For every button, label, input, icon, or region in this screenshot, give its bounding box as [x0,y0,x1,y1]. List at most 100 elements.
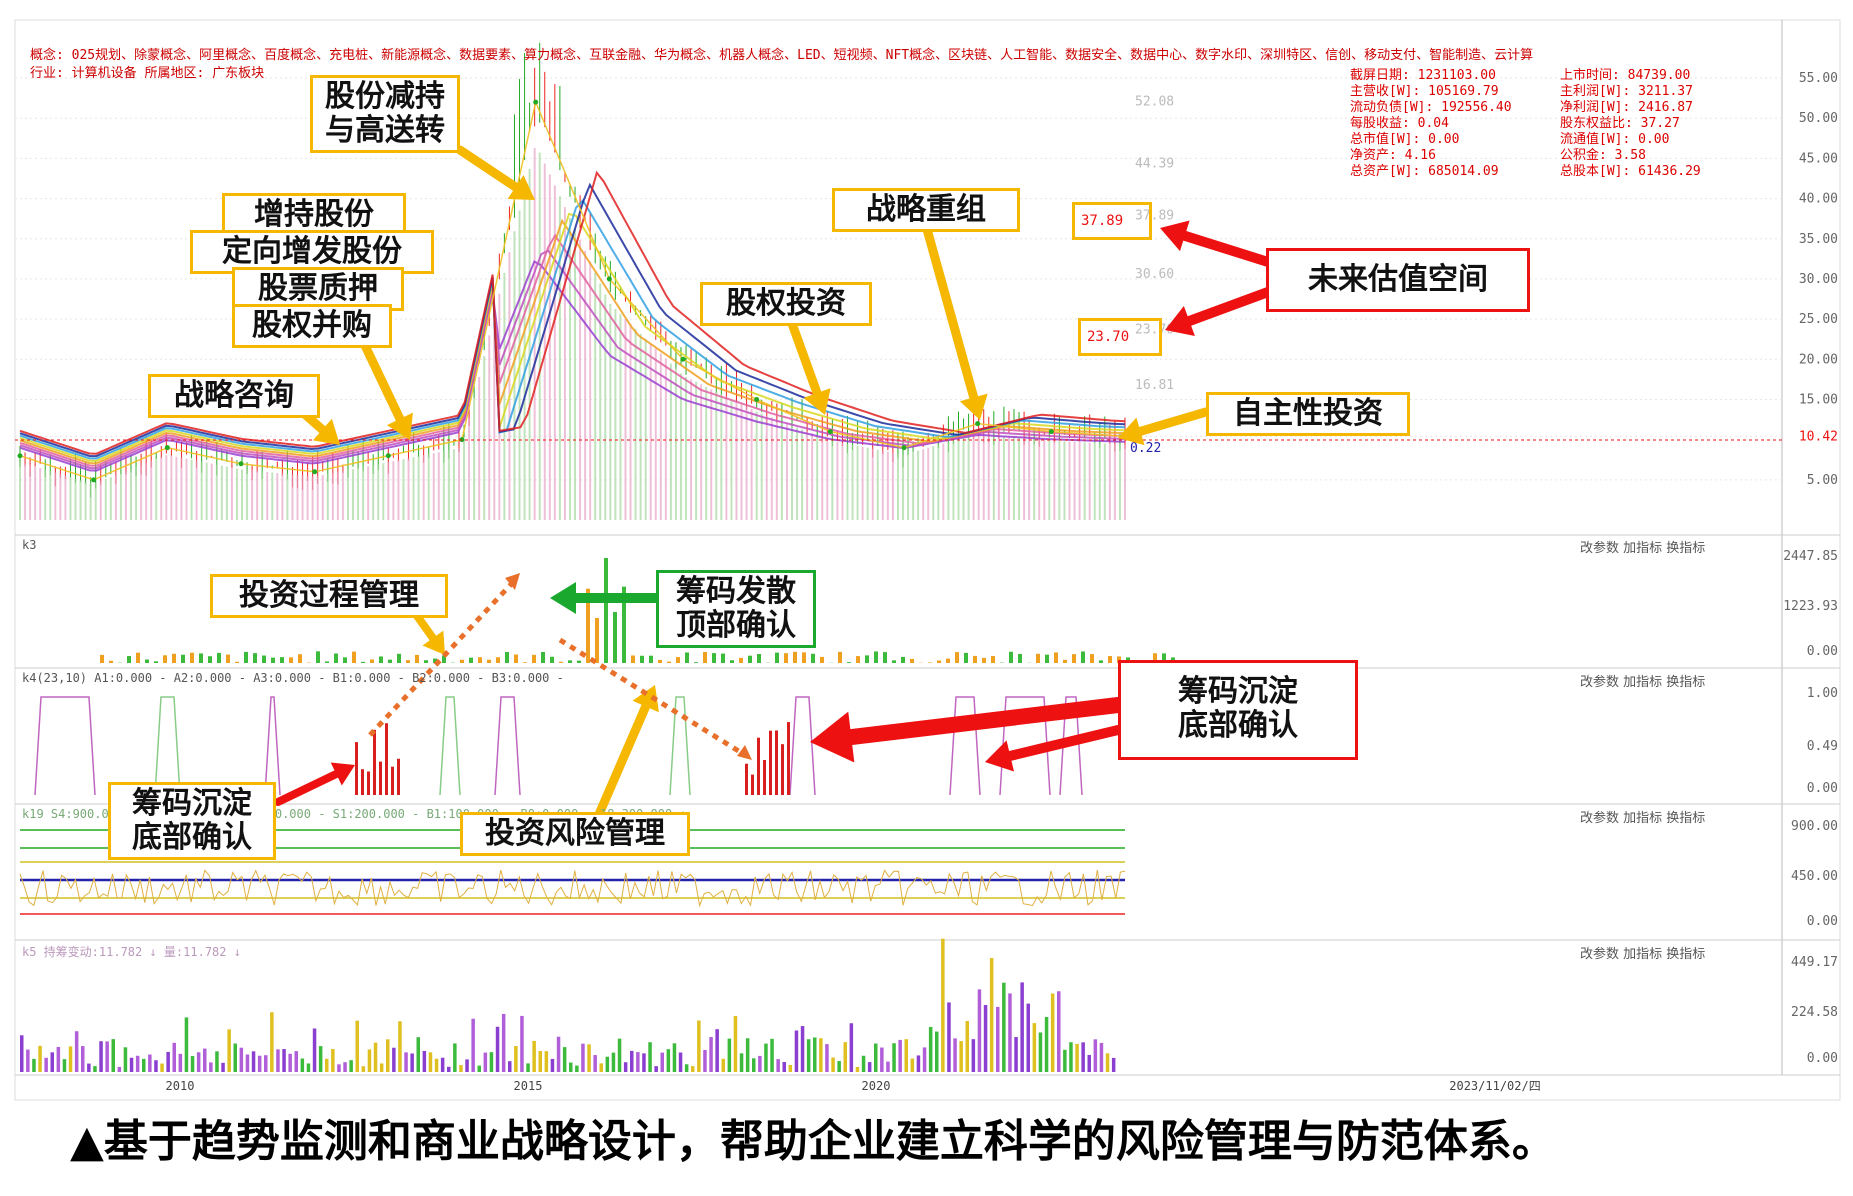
annot-chip-settle-bottom-left: 筹码沉淀 底部确认 [108,782,276,860]
volume-bar [838,651,842,663]
volume-bar [217,652,221,663]
chip-change-bar [135,1055,140,1072]
chip-change-bar [178,1053,183,1072]
volume-bar [577,660,581,663]
chip-change-bar [636,1052,640,1072]
volume-bar [172,653,176,663]
volume-bar [757,653,761,663]
chip-change-bar [257,1055,262,1072]
volume-bar [370,659,374,663]
volume-bar [640,655,644,663]
volume-bar [748,655,752,663]
pane4-tools[interactable]: 改参数 加指标 换指标 [1580,811,1706,826]
chip-change-bar [1008,993,1012,1072]
chip-change-bar [959,1041,963,1072]
volume-bar [208,656,212,663]
series-point [312,469,318,475]
series-line [19,99,1126,481]
annot-equity-merger: 股权并购 [232,304,392,348]
x-tick-label: 2023/11/02/四 [1449,1079,1540,1093]
chip-change-bar [721,1058,725,1072]
arrow-restructuring-head [959,393,988,420]
pane2-tools[interactable]: 改参数 加指标 换指标 [1580,541,1706,556]
chip-change-bar [928,1026,933,1072]
dotted-fall [558,637,747,758]
volume-bar [1063,659,1067,663]
volume-bar [874,651,878,663]
chip-change-bar [282,1049,286,1072]
chip-change-bar [1057,991,1061,1072]
chip-pulse [789,696,816,796]
chip-change-bar [379,1063,384,1072]
volume-bar [1054,652,1058,663]
chip-change-bar [691,1066,695,1072]
chip-change-bar [68,1046,73,1072]
chip-change-bar [758,1055,762,1072]
arrow-risk-mgmt-head [632,685,659,713]
chip-change-bar [337,1064,341,1072]
chip-change-bar [642,1053,646,1072]
moving-average-line [19,212,1126,462]
volume-bar [262,655,266,663]
chip-change-bar [739,1053,744,1072]
pane4-axis-label: 900.00 [1791,819,1838,834]
chip-bar [355,742,358,795]
moving-average-line [19,182,1126,458]
inner-price-label: 37.89 [1135,209,1174,224]
pane3-tools[interactable]: 改参数 加指标 换指标 [1580,675,1706,690]
chip-change-bar [800,1026,805,1072]
chip-pulse [494,696,521,796]
volume-bar [334,653,338,663]
volume-bar [892,660,896,663]
chip-change-bar [196,1052,201,1072]
arrow-equity-investment [785,313,822,398]
chip-change-bar [965,1021,969,1072]
concept-list: 概念: 025规划、除蒙概念、阿里概念、百度概念、充电桩、新能源概念、数据要素、… [30,48,1534,63]
arrow-chip-diverge-head [550,582,576,614]
price-tick-label: 30.00 [1799,272,1838,287]
pane3-axis-label: 0.00 [1807,781,1838,796]
volume-bar [433,658,437,663]
pane5-axis-label: 0.00 [1807,1051,1838,1066]
chip-change-bar [270,1012,274,1072]
chip-change-bar [666,1049,671,1072]
caption: ▲基于趋势监测和商业战略设计，帮助企业建立科学的风险管理与防范体系。 [70,1116,1556,1167]
volume-bar [100,654,104,663]
chip-change-bar [203,1048,207,1072]
chip-change-bar [386,1039,390,1072]
chip-change-bar [508,1061,512,1072]
chip-change-bar [544,1051,549,1072]
annot-chip-diverge-top: 筹码发散 顶部确认 [656,570,816,648]
arrow-chip-settle-right-1-head [810,711,855,763]
chip-change-bar [398,1021,402,1072]
arrow-reduction [455,145,521,192]
chip-change-bar [788,1064,793,1072]
chip-change-bar [38,1045,42,1072]
arrow-merger [355,330,405,424]
price-tick-label: 35.00 [1799,232,1838,247]
volume-bar [910,658,914,663]
volume-bar [847,662,851,663]
series-point [827,429,833,435]
chip-change-bar [26,1049,30,1072]
volume-bar [136,652,140,663]
volume-bar [514,654,518,663]
pane5-tools[interactable]: 改参数 加指标 换指标 [1580,947,1706,962]
volume-bar [424,660,428,663]
chip-change-bar [276,1049,280,1072]
pane4-axis-label: 450.00 [1791,869,1838,884]
chip-change-bar [251,1051,256,1072]
chip-change-bar [1026,1003,1030,1072]
volume-bar [1009,651,1013,663]
volume-bar [109,660,113,663]
volume-bar [496,657,500,663]
series-point [164,445,170,451]
annot-share-reduction: 股份减持 与高送转 [310,75,460,153]
chip-change-bar [1020,982,1024,1072]
volume-bar [1108,656,1112,663]
chip-change-bar [1063,1049,1067,1072]
chip-change-bar [288,1053,292,1072]
volume-bar [523,662,527,663]
x-tick-label: 2010 [166,1079,195,1093]
arrow-valuation-low-head [1165,305,1195,337]
